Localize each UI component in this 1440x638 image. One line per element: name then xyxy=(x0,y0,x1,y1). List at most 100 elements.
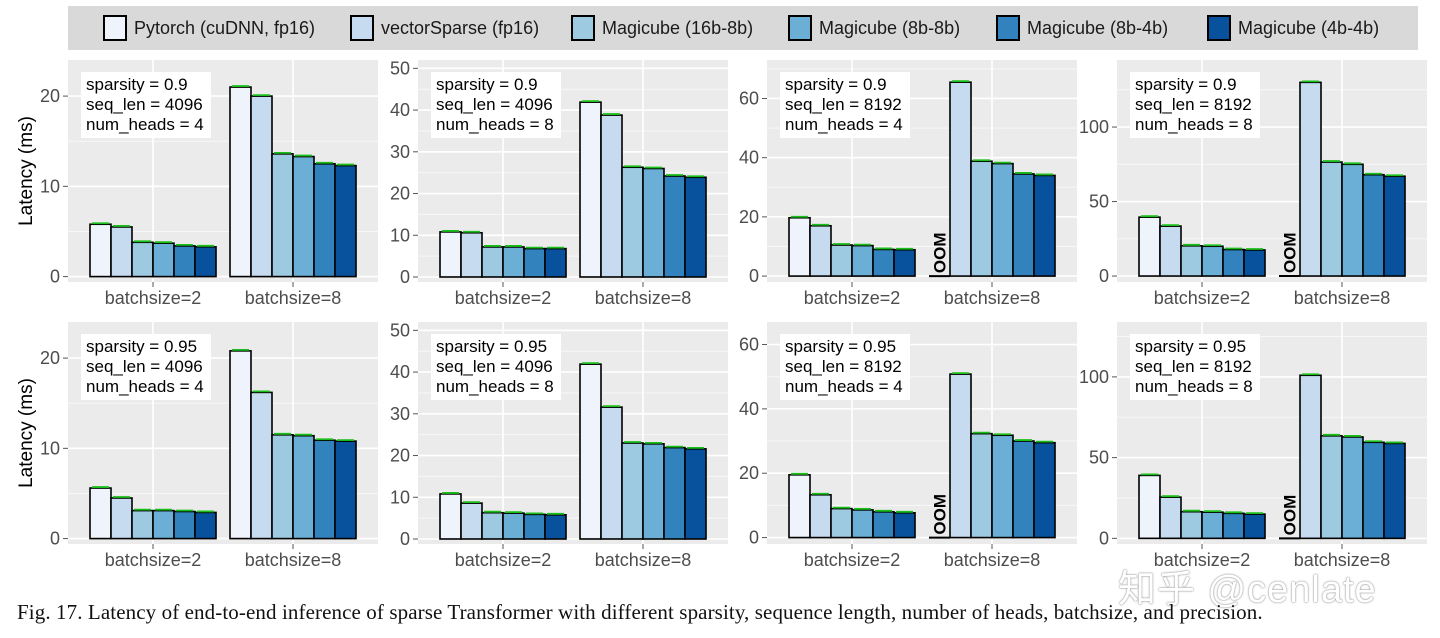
y-axis-title: Latency (ms) xyxy=(16,378,37,488)
bar xyxy=(292,155,315,278)
bar xyxy=(851,244,874,277)
annotation-line: num_heads = 8 xyxy=(436,377,554,396)
bar xyxy=(893,511,916,539)
y-tick-label: 10 xyxy=(40,438,60,458)
y-tick-label: 20 xyxy=(40,86,60,106)
annotation-line: seq_len = 4096 xyxy=(86,95,203,114)
legend-item-pytorch: Pytorch (cuDNN, fp16) xyxy=(103,6,315,50)
panel-2: 0 10 20 30 40 50 batchsize=2 batchsize=8 sparsit… xyxy=(390,58,728,308)
annotation-line: sparsity = 0.95 xyxy=(86,337,197,356)
bar xyxy=(1362,173,1385,277)
y-tick-label: 10 xyxy=(390,487,410,507)
y-tick-label: 0 xyxy=(1099,266,1109,286)
bar xyxy=(194,246,217,278)
bar xyxy=(970,160,993,277)
bar xyxy=(544,513,567,540)
x-tick-label: batchsize=2 xyxy=(105,550,202,570)
bar xyxy=(1320,435,1343,540)
bar xyxy=(271,153,294,278)
legend-swatch-vectorsparse xyxy=(350,15,374,41)
bar xyxy=(949,81,972,277)
y-tick-label: 50 xyxy=(1089,192,1109,212)
bar xyxy=(229,350,252,540)
bar xyxy=(152,242,175,278)
y-tick-label: 30 xyxy=(390,404,410,424)
x-tick-label: batchsize=2 xyxy=(804,288,901,308)
y-tick-label: 100 xyxy=(1079,117,1109,137)
legend-label-magicube-8b-8b: Magicube (8b-8b) xyxy=(819,17,961,38)
bar xyxy=(579,363,602,540)
bar xyxy=(439,493,462,540)
bar xyxy=(663,446,686,540)
x-tick-label: batchsize=2 xyxy=(1154,288,1251,308)
x-tick-label: batchsize=2 xyxy=(804,550,901,570)
legend-swatch-magicube-4b-4b xyxy=(1207,15,1231,41)
bar xyxy=(893,248,916,277)
x-tick-label: batchsize=8 xyxy=(944,550,1041,570)
annotation-line: num_heads = 4 xyxy=(86,115,204,134)
chart-grid: 0 10 20 batchsize=2 batchsize=8 sparsity = 0.… xyxy=(16,58,1427,570)
y-tick-label: 40 xyxy=(390,100,410,120)
annotation-line: seq_len = 4096 xyxy=(86,357,203,376)
bar xyxy=(872,511,895,539)
y-axis-title: Latency (ms) xyxy=(16,116,37,226)
bar xyxy=(1362,441,1385,540)
bar xyxy=(1201,511,1224,540)
legend-swatch-magicube-16b-8b xyxy=(571,15,595,41)
y-tick-label: 40 xyxy=(739,399,759,419)
annotation-line: num_heads = 8 xyxy=(436,115,554,134)
y-tick-label: 20 xyxy=(390,184,410,204)
bar xyxy=(991,434,1014,539)
bar xyxy=(481,246,504,278)
annotation-box xyxy=(1130,72,1260,138)
bar xyxy=(663,175,686,278)
bar xyxy=(970,432,993,539)
annotation-line: seq_len = 4096 xyxy=(436,357,553,376)
annotation-line: sparsity = 0.95 xyxy=(785,337,896,356)
bar xyxy=(642,443,665,540)
panel-1: 0 10 20 batchsize=2 batchsize=8 sparsity = 0.… xyxy=(16,60,378,308)
bar xyxy=(460,231,483,278)
bar xyxy=(313,162,336,278)
bar xyxy=(1299,374,1322,540)
bar xyxy=(830,507,853,539)
x-tick-label: batchsize=8 xyxy=(595,288,692,308)
bar xyxy=(809,493,832,539)
bar xyxy=(110,497,133,540)
legend-swatch-magicube-8b-4b xyxy=(996,15,1020,41)
x-tick-label: batchsize=2 xyxy=(105,288,202,308)
bar xyxy=(313,439,336,540)
bar xyxy=(110,226,133,278)
annotation-line: sparsity = 0.9 xyxy=(785,75,887,94)
bar xyxy=(1033,174,1056,277)
y-tick-label: 0 xyxy=(50,529,60,549)
bar xyxy=(872,248,895,277)
legend-label-magicube-8b-4b: Magicube (8b-4b) xyxy=(1027,17,1169,38)
bar xyxy=(271,434,294,540)
panel-8: 0 50 100 OOM batchsize=2 batchsize=8 sparsity … xyxy=(1079,322,1427,570)
legend-swatch-magicube-8b-8b xyxy=(788,15,812,41)
x-tick-label: batchsize=2 xyxy=(455,550,552,570)
legend-label-magicube-16b-8b: Magicube (16b-8b) xyxy=(602,17,754,38)
x-tick-label: batchsize=8 xyxy=(1294,288,1391,308)
x-tick-label: batchsize=8 xyxy=(245,288,342,308)
oom-label: OOM xyxy=(931,232,950,273)
y-tick-label: 10 xyxy=(390,225,410,245)
bar xyxy=(1033,441,1056,539)
annotation-line: seq_len = 8192 xyxy=(785,95,902,114)
y-tick-label: 40 xyxy=(390,362,410,382)
bar xyxy=(152,509,175,540)
bar xyxy=(89,487,112,540)
y-tick-label: 20 xyxy=(739,463,759,483)
bar xyxy=(173,510,196,540)
bar xyxy=(684,448,707,540)
y-tick-label: 10 xyxy=(40,176,60,196)
bar xyxy=(1012,440,1035,539)
y-tick-label: 50 xyxy=(390,320,410,340)
legend-item-magicube-16b-8b: Magicube (16b-8b) xyxy=(571,6,753,50)
annotation-box xyxy=(81,334,211,400)
oom-label: OOM xyxy=(1281,495,1300,536)
legend-item-magicube-4b-4b: Magicube (4b-4b) xyxy=(1207,6,1379,50)
annotation-box xyxy=(780,334,910,400)
bar xyxy=(292,434,315,540)
